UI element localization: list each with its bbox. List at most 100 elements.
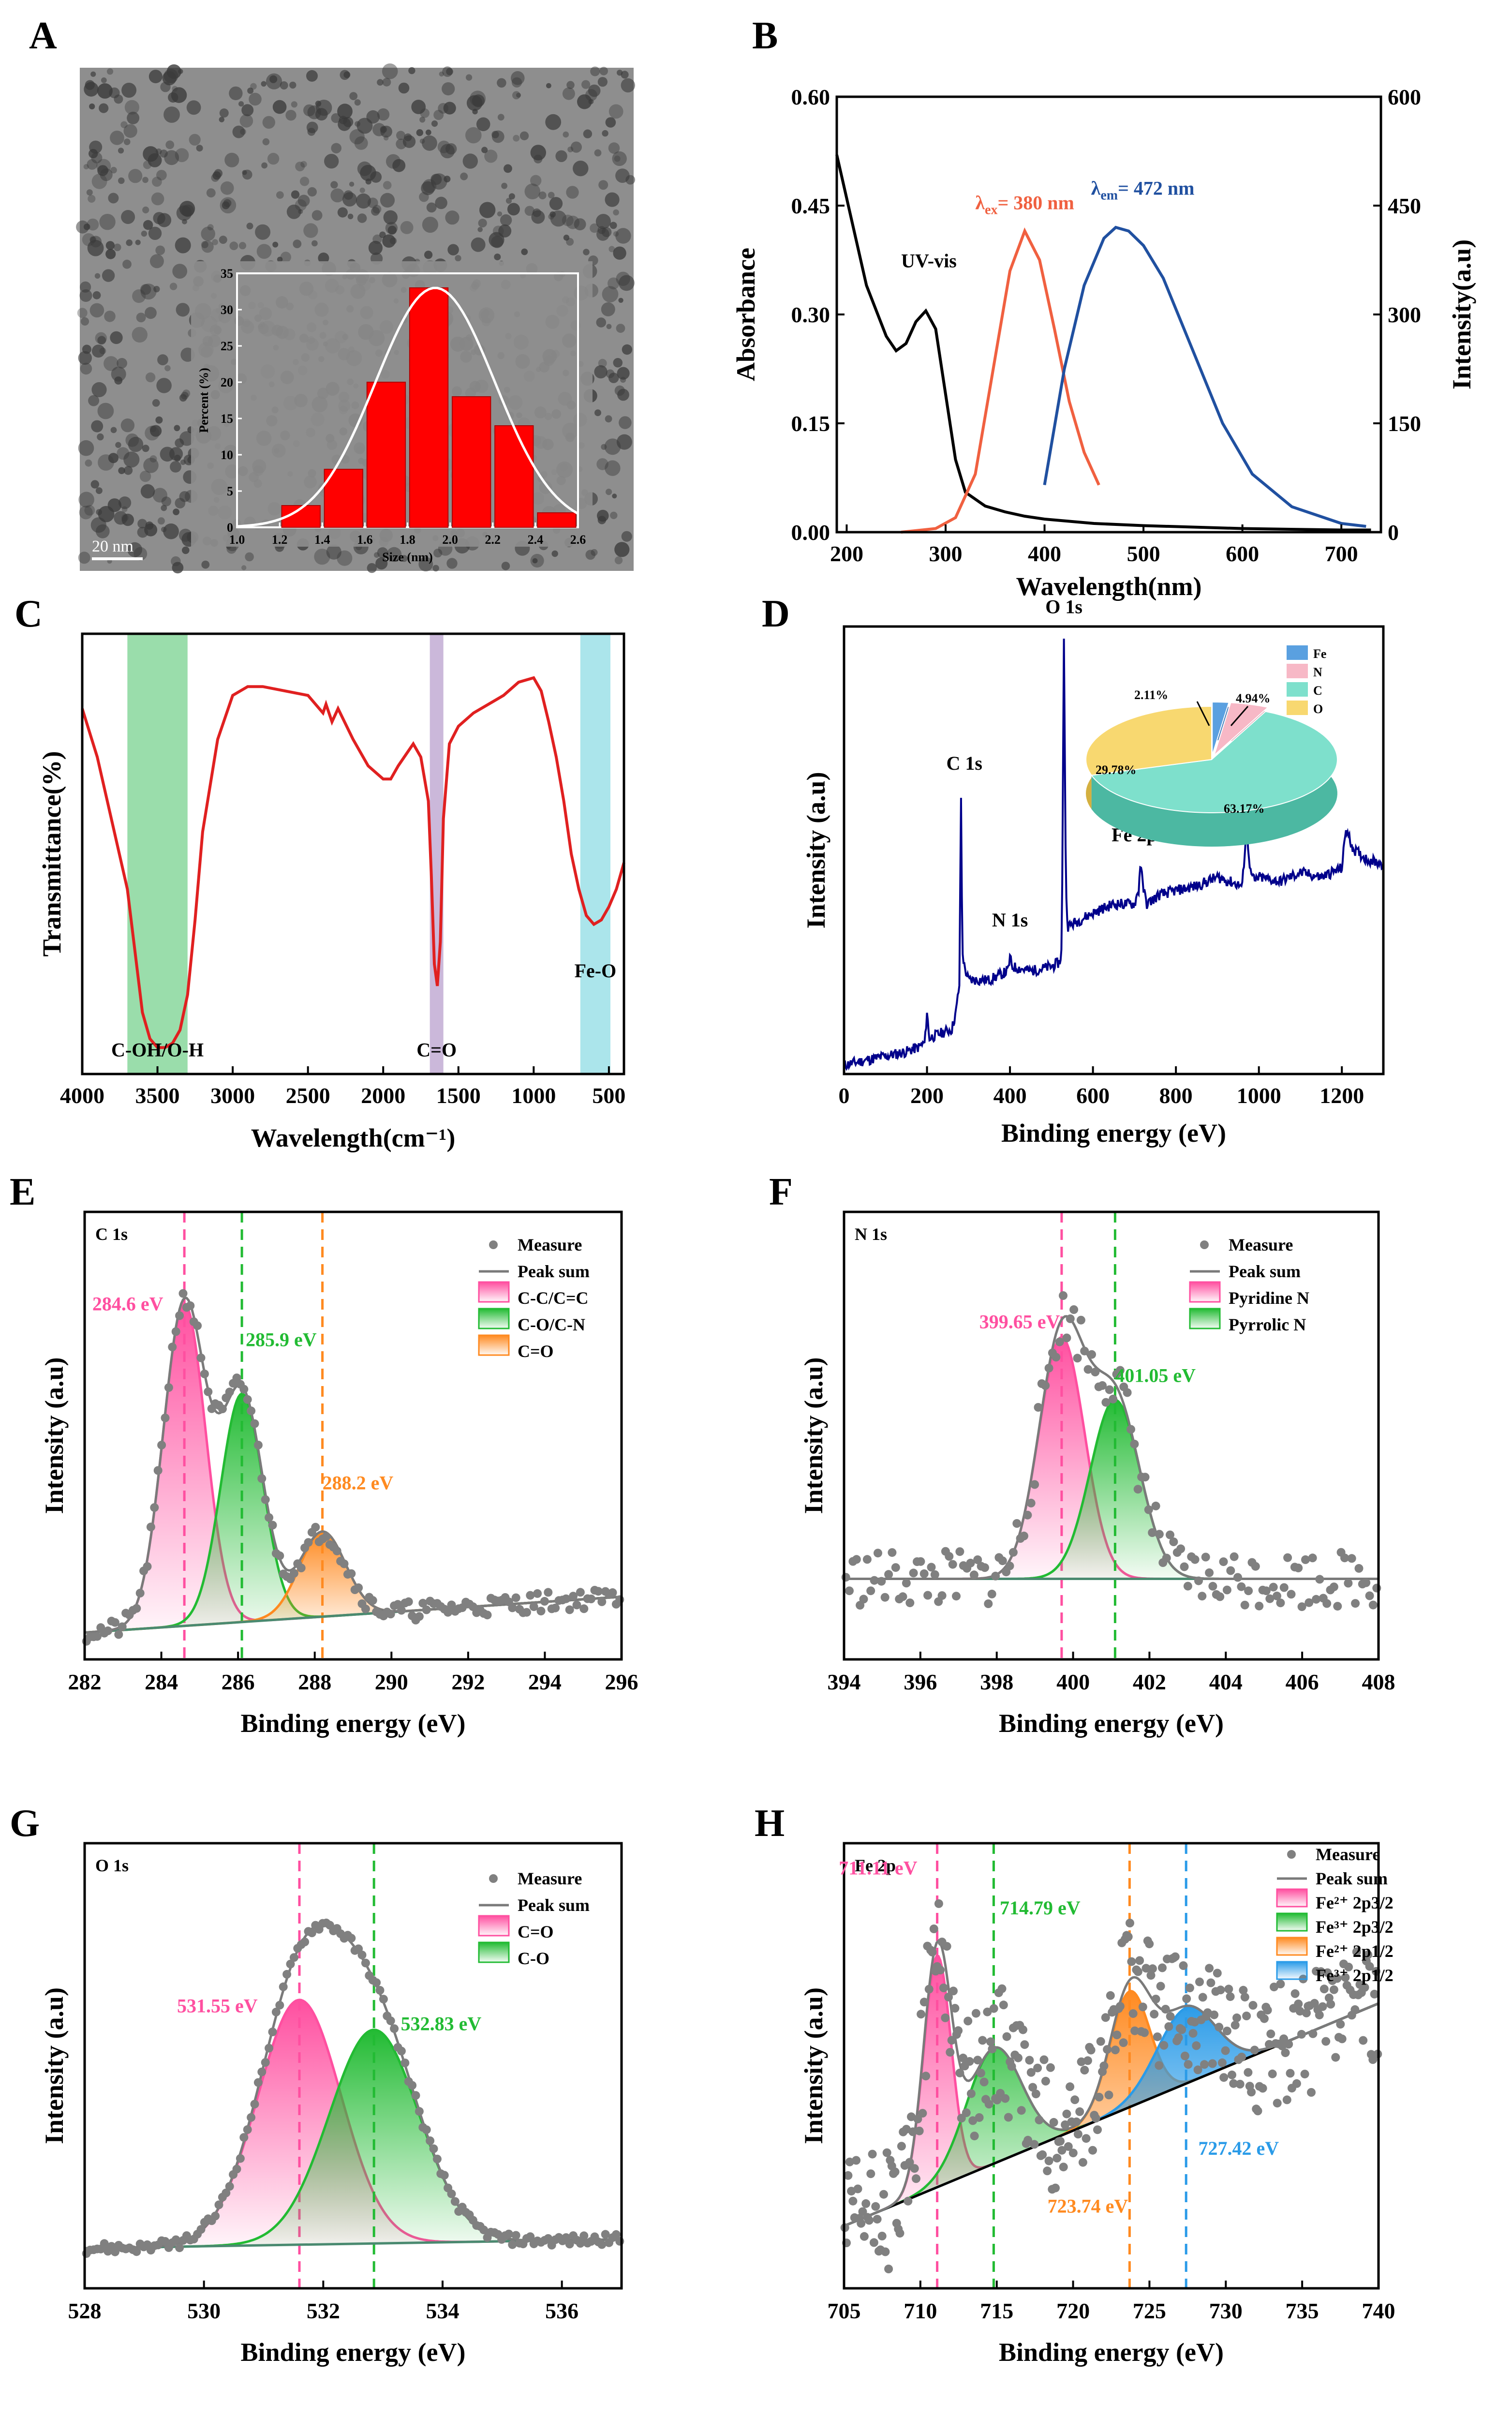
pie-legend-swatch-1 <box>1287 645 1308 660</box>
panel-letter-g: G <box>10 1802 40 1845</box>
x-tick-label: 200 <box>830 541 863 566</box>
measure-point <box>597 1597 607 1606</box>
measure-point <box>579 2231 589 2240</box>
measure-point <box>1133 1967 1142 1976</box>
measure-point <box>962 2108 971 2118</box>
tem-particle <box>157 213 172 227</box>
x-tick-label: 290 <box>375 1670 408 1694</box>
x-axis-label: Size (nm) <box>382 550 433 564</box>
tem-particle <box>97 433 104 441</box>
measure-point <box>225 2182 234 2191</box>
measure-point <box>1012 1519 1022 1528</box>
tem-particle <box>249 92 262 106</box>
measure-point <box>1109 1394 1118 1403</box>
tem-particle <box>597 516 607 524</box>
measure-point <box>1292 2079 1301 2088</box>
tem-particle <box>614 542 630 557</box>
tem-particle <box>173 508 179 515</box>
measure-point <box>858 2207 867 2216</box>
measure-point <box>1352 1947 1361 1956</box>
tem-particle <box>76 220 89 234</box>
x-tick-label: 735 <box>1286 2298 1319 2323</box>
measure-point <box>1230 2021 1240 2029</box>
measure-point <box>905 1598 915 1608</box>
x-tick-label: 400 <box>993 1083 1027 1108</box>
measure-point <box>218 1404 227 1414</box>
pie-legend-label-2: N <box>1313 665 1322 679</box>
tem-particle <box>104 356 119 371</box>
peak-fill-2 <box>844 1400 1379 1579</box>
tem-particle <box>145 307 157 319</box>
uv-vis-label: UV-vis <box>901 250 957 272</box>
measure-point <box>1240 1993 1249 2002</box>
tem-particle <box>109 87 120 99</box>
tem-particle <box>530 175 542 186</box>
measure-point <box>1286 2069 1295 2078</box>
measure-point <box>1206 1978 1216 1987</box>
tem-particle <box>465 127 482 144</box>
measure-point <box>1221 2046 1230 2055</box>
measure-point <box>1105 1385 1114 1394</box>
tem-particle <box>608 373 619 383</box>
tem-particle <box>377 547 388 558</box>
x-tick-label: 536 <box>545 2298 578 2323</box>
tem-particle <box>266 73 282 90</box>
tem-particle <box>489 232 504 248</box>
measure-point <box>1315 1575 1324 1584</box>
measure-point <box>997 1984 1007 1993</box>
x-tick-label: 720 <box>1056 2298 1090 2323</box>
tem-particle <box>340 70 350 80</box>
tem-particle <box>516 92 521 98</box>
plot-frame <box>81 632 625 1075</box>
peak-value-label-3: 288.2 eV <box>323 1472 394 1494</box>
tem-particle <box>99 103 109 113</box>
measure-point <box>1233 1573 1242 1582</box>
legend-measure-marker <box>1287 1850 1296 1859</box>
measure-point <box>100 2239 109 2248</box>
measure-point <box>551 1603 560 1612</box>
tem-particle <box>78 351 92 365</box>
measure-point <box>1319 1984 1329 1994</box>
measure-point <box>1145 1940 1154 1949</box>
measure-point <box>1066 2082 1075 2091</box>
measure-point <box>1190 1555 1200 1564</box>
tem-particle <box>615 228 631 244</box>
tem-particle <box>139 470 151 482</box>
y-tick-label: 20 <box>221 375 233 389</box>
legend-swatch-2 <box>1189 1308 1221 1329</box>
measure-point <box>1049 2118 1058 2127</box>
measure-point <box>444 1608 453 1617</box>
tem-particle <box>442 66 453 77</box>
tem-particle <box>174 425 180 432</box>
tem-particle <box>196 145 203 152</box>
measure-point <box>368 1596 377 1605</box>
y-tick-label: 0.15 <box>791 411 830 436</box>
measure-point <box>897 2142 906 2151</box>
tem-particle <box>152 488 167 503</box>
tem-particle <box>255 224 271 240</box>
measure-point <box>1317 1967 1326 1976</box>
tem-particle <box>111 366 126 382</box>
measure-point <box>1093 2125 1102 2134</box>
measure-point <box>1216 1592 1225 1601</box>
measure-point <box>946 2048 955 2057</box>
legend-label-1: Measure <box>1316 1845 1380 1864</box>
measure-point <box>110 2247 119 2256</box>
measure-point <box>1087 1350 1096 1359</box>
excitation-label: λex= 380 nm <box>975 192 1074 218</box>
measure-point <box>1038 2150 1047 2159</box>
measure-point <box>1365 1962 1374 1971</box>
legend-measure-marker <box>489 1240 498 1249</box>
measure-point <box>1300 2070 1309 2079</box>
tem-particle <box>613 231 619 237</box>
measure-point <box>1360 1983 1369 1992</box>
tem-particle <box>153 285 160 293</box>
measure-point <box>243 1395 252 1404</box>
measure-point <box>868 2149 877 2159</box>
tem-particle <box>471 237 486 252</box>
measure-point <box>1284 2040 1293 2049</box>
tem-particle <box>377 79 384 86</box>
legend-label-5: C=O <box>518 1342 554 1361</box>
pie-value-label-3: 63.17% <box>1224 802 1265 816</box>
